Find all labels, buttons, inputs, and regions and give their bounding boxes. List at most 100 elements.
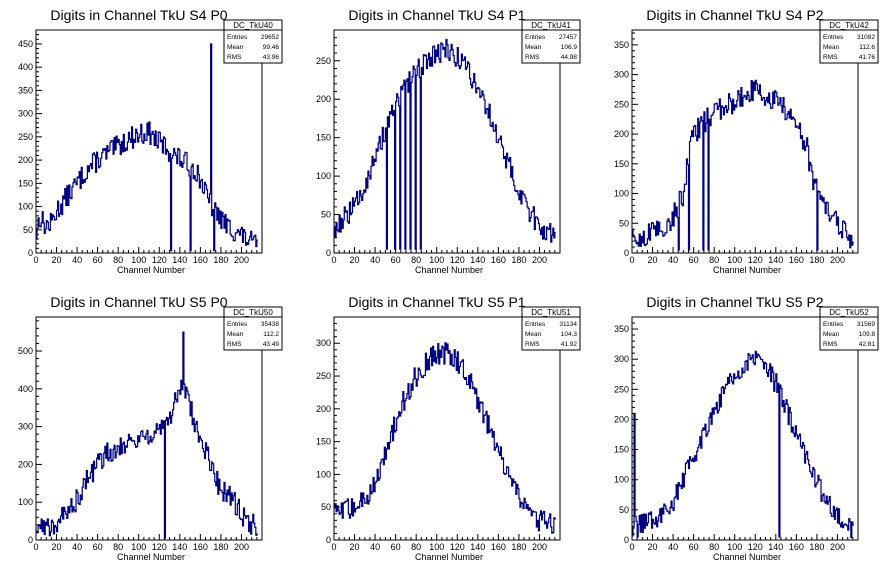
x-tick-label: 20 xyxy=(52,255,62,265)
y-tick-label: 50 xyxy=(23,225,33,235)
y-tick-label: 0 xyxy=(326,535,331,545)
x-tick-label: 100 xyxy=(727,542,742,552)
chart-title: Digits in Channel TkU S5 P1 xyxy=(348,294,525,310)
x-tick-label: 160 xyxy=(491,255,506,265)
x-tick-label: 100 xyxy=(429,255,444,265)
stats-value: 41.76 xyxy=(859,54,876,61)
stats-label: Mean xyxy=(525,44,542,51)
x-tick-label: 120 xyxy=(748,255,763,265)
x-tick-label: 0 xyxy=(629,255,634,265)
stats-label: Entries xyxy=(227,321,248,328)
y-tick-label: 150 xyxy=(614,445,629,455)
y-tick-label: 200 xyxy=(18,459,33,469)
y-tick-label: 100 xyxy=(316,469,331,479)
x-axis-label: Channel Number xyxy=(415,265,483,275)
x-tick-label: 160 xyxy=(789,255,804,265)
stats-value: 31134 xyxy=(559,321,577,328)
y-tick-label: 250 xyxy=(18,132,33,142)
y-tick-label: 300 xyxy=(614,354,629,364)
x-tick-label: 120 xyxy=(450,542,465,552)
x-tick-label: 100 xyxy=(131,255,146,265)
stats-value: 43.49 xyxy=(263,341,280,348)
stats-label: RMS xyxy=(823,341,838,348)
x-tick-label: 200 xyxy=(532,542,547,552)
x-tick-label: 160 xyxy=(193,542,208,552)
histogram-series xyxy=(632,79,854,251)
stats-label: RMS xyxy=(823,54,838,61)
x-tick-label: 140 xyxy=(172,542,187,552)
y-tick-label: 350 xyxy=(614,40,629,50)
y-tick-label: 200 xyxy=(614,414,629,424)
x-tick-label: 0 xyxy=(331,542,336,552)
stats-label: RMS xyxy=(525,54,540,61)
x-tick-label: 140 xyxy=(768,542,783,552)
y-tick-label: 300 xyxy=(18,422,33,432)
y-tick-label: 150 xyxy=(316,133,331,143)
y-tick-label: 100 xyxy=(18,202,33,212)
x-tick-label: 20 xyxy=(350,542,360,552)
y-tick-label: 50 xyxy=(619,505,629,515)
y-tick-label: 250 xyxy=(316,371,331,381)
y-tick-label: 150 xyxy=(614,159,629,169)
x-axis-label: Channel Number xyxy=(415,552,483,562)
y-tick-label: 200 xyxy=(316,94,331,104)
x-tick-label: 200 xyxy=(830,542,845,552)
x-axis-label: Channel Number xyxy=(713,265,781,275)
x-tick-label: 180 xyxy=(213,542,228,552)
y-tick-label: 200 xyxy=(614,129,629,139)
stats-label: RMS xyxy=(525,341,540,348)
x-tick-label: 0 xyxy=(33,255,38,265)
x-tick-label: 180 xyxy=(511,255,526,265)
histogram-panel-1: Digits in Channel TkU S4 P1 Channel Numbe… xyxy=(316,7,581,275)
stats-name: DC_TkU50 xyxy=(233,308,273,317)
stats-box xyxy=(819,19,879,64)
x-tick-label: 40 xyxy=(668,255,678,265)
histogram-series xyxy=(632,350,854,539)
chart-title: Digits in Channel TkU S5 P2 xyxy=(646,294,823,310)
stats-name: DC_TkU51 xyxy=(531,308,571,317)
x-tick-label: 20 xyxy=(350,255,360,265)
stats-label: Mean xyxy=(823,44,840,51)
y-tick-label: 0 xyxy=(28,248,33,258)
x-tick-label: 140 xyxy=(470,255,485,265)
x-tick-label: 40 xyxy=(370,255,380,265)
histogram-series xyxy=(334,342,556,534)
stats-value: 31082 xyxy=(857,34,875,41)
y-tick-label: 100 xyxy=(18,497,33,507)
x-tick-label: 0 xyxy=(331,255,336,265)
x-tick-label: 40 xyxy=(370,542,380,552)
x-tick-label: 200 xyxy=(234,255,249,265)
stats-value: 99.46 xyxy=(263,44,280,51)
stats-value: 106.9 xyxy=(561,44,578,51)
x-tick-label: 80 xyxy=(113,255,123,265)
stats-value: 29652 xyxy=(261,34,279,41)
y-tick-label: 500 xyxy=(18,346,33,356)
histogram-panel-5: Digits in Channel TkU S5 P2 Channel Numbe… xyxy=(614,294,879,562)
x-tick-label: 80 xyxy=(411,542,421,552)
stats-value: 44.98 xyxy=(561,54,578,61)
x-tick-label: 120 xyxy=(748,542,763,552)
x-tick-label: 0 xyxy=(629,542,634,552)
stats-value: 104.3 xyxy=(561,331,578,338)
y-tick-label: 200 xyxy=(316,404,331,414)
x-tick-label: 120 xyxy=(152,542,167,552)
x-tick-label: 0 xyxy=(33,542,38,552)
histogram-series xyxy=(36,43,258,252)
x-tick-label: 100 xyxy=(429,542,444,552)
x-tick-label: 60 xyxy=(689,255,699,265)
stats-label: Mean xyxy=(227,331,244,338)
stats-label: Entries xyxy=(525,34,546,41)
x-tick-label: 140 xyxy=(470,542,485,552)
y-tick-label: 250 xyxy=(316,56,331,66)
stats-name: DC_TkU42 xyxy=(829,21,869,30)
y-tick-label: 0 xyxy=(28,535,33,545)
stats-box xyxy=(521,19,581,64)
stats-name: DC_TkU40 xyxy=(233,21,273,30)
histogram-panel-4: Digits in Channel TkU S5 P1 Channel Numbe… xyxy=(316,294,581,562)
stats-box xyxy=(223,306,283,351)
x-tick-label: 200 xyxy=(830,255,845,265)
x-tick-label: 120 xyxy=(152,255,167,265)
x-tick-label: 160 xyxy=(789,542,804,552)
x-tick-label: 60 xyxy=(93,255,103,265)
stats-label: Mean xyxy=(227,44,244,51)
